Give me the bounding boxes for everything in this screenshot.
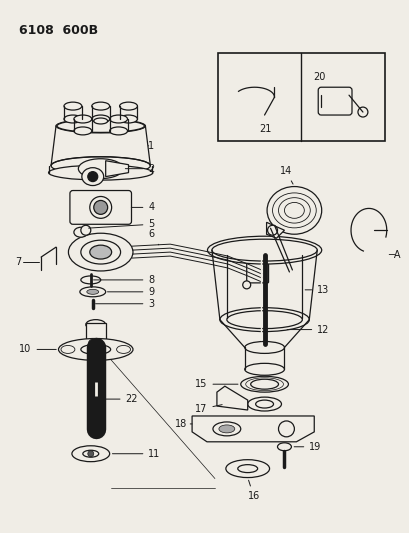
Ellipse shape [74,115,92,123]
Text: 17: 17 [195,404,222,414]
Ellipse shape [64,102,82,110]
Ellipse shape [109,127,127,135]
Ellipse shape [218,425,234,433]
Ellipse shape [83,450,99,457]
Text: 12: 12 [287,325,329,335]
Ellipse shape [89,338,102,346]
Text: 15: 15 [195,379,237,389]
Ellipse shape [119,115,137,123]
Ellipse shape [61,345,75,353]
Text: 6: 6 [148,229,158,245]
Bar [217,53,384,141]
Circle shape [242,281,250,289]
Text: 10: 10 [19,344,56,354]
Ellipse shape [82,168,103,185]
Ellipse shape [92,115,109,123]
Ellipse shape [119,102,137,110]
Text: 9: 9 [107,287,154,297]
Ellipse shape [81,344,110,354]
Text: 14: 14 [279,166,292,184]
Text: 13: 13 [304,285,329,295]
FancyBboxPatch shape [317,87,351,115]
Ellipse shape [48,165,153,180]
Ellipse shape [212,422,240,436]
FancyBboxPatch shape [70,190,131,224]
Ellipse shape [74,227,88,237]
Polygon shape [216,386,247,410]
Ellipse shape [266,187,321,234]
Ellipse shape [81,276,101,284]
Text: 1: 1 [148,141,154,151]
Ellipse shape [85,320,106,329]
Ellipse shape [78,159,123,179]
Text: 11: 11 [112,449,160,459]
Text: 18: 18 [175,419,192,429]
Text: 4: 4 [131,203,154,213]
Circle shape [81,225,90,235]
Polygon shape [106,161,128,176]
Ellipse shape [255,400,273,408]
Ellipse shape [211,239,317,261]
Ellipse shape [250,379,278,389]
Circle shape [88,451,94,457]
Ellipse shape [72,446,109,462]
Polygon shape [192,416,313,442]
Ellipse shape [68,233,133,271]
Ellipse shape [109,115,127,123]
Ellipse shape [237,465,257,473]
Ellipse shape [225,459,269,478]
Circle shape [88,172,97,182]
Ellipse shape [85,341,106,349]
Text: ─A: ─A [387,250,400,260]
Circle shape [278,421,294,437]
Ellipse shape [80,287,106,297]
Text: 22: 22 [105,394,138,404]
Ellipse shape [57,119,144,132]
Text: 6108  600B: 6108 600B [19,23,98,37]
Text: 16: 16 [247,480,259,502]
Text: 19: 19 [294,442,321,452]
Ellipse shape [89,352,102,360]
Text: 20: 20 [312,72,325,82]
Ellipse shape [87,289,99,294]
Ellipse shape [244,342,284,353]
FancyBboxPatch shape [246,257,268,283]
Ellipse shape [116,345,130,353]
Ellipse shape [94,118,108,124]
Circle shape [357,107,367,117]
FancyBboxPatch shape [85,322,106,344]
Polygon shape [266,222,284,238]
Circle shape [267,225,277,235]
Ellipse shape [219,308,308,332]
Ellipse shape [207,236,321,264]
Text: 2: 2 [125,164,154,174]
Ellipse shape [226,311,301,328]
Ellipse shape [277,443,291,451]
Ellipse shape [240,376,288,392]
Ellipse shape [89,425,102,433]
Ellipse shape [58,338,133,360]
Ellipse shape [74,127,92,135]
Text: 8: 8 [93,275,154,285]
Text: 3: 3 [95,298,154,309]
Ellipse shape [244,364,284,375]
Ellipse shape [92,102,109,110]
Ellipse shape [81,240,120,264]
Text: 5: 5 [88,219,154,229]
Text: 7: 7 [15,257,21,267]
Ellipse shape [247,397,281,411]
Ellipse shape [90,197,111,219]
Ellipse shape [94,200,108,214]
Text: 21: 21 [259,124,271,134]
Ellipse shape [90,245,111,259]
Ellipse shape [64,115,82,123]
